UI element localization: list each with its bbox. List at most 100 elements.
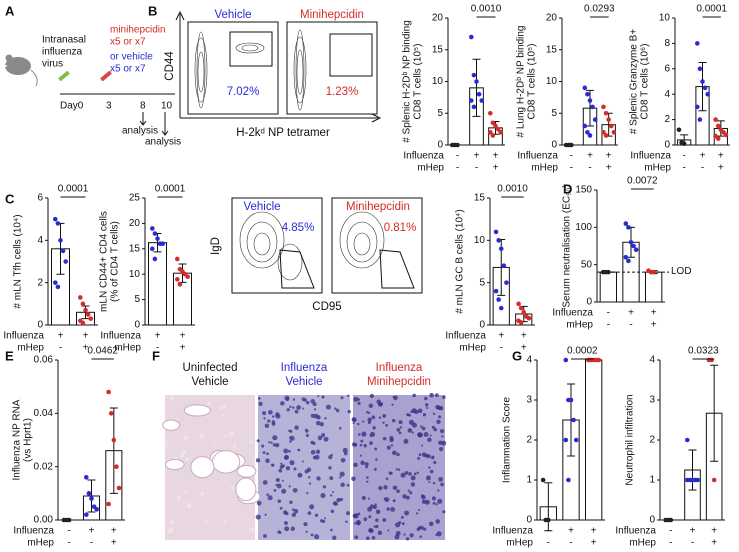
cell xyxy=(438,447,444,452)
cell xyxy=(442,510,446,514)
cell xyxy=(277,499,282,503)
data-point xyxy=(540,477,546,483)
cell xyxy=(374,447,378,451)
cell xyxy=(289,440,292,443)
cell xyxy=(368,412,371,415)
y-tick-label: 2 xyxy=(664,114,670,125)
cell xyxy=(261,444,265,448)
cell xyxy=(297,448,300,452)
y-tick-label: 8 xyxy=(664,38,670,49)
mouse-icon xyxy=(5,54,38,87)
data-point xyxy=(586,357,591,363)
group-sign: + xyxy=(493,151,499,162)
cell xyxy=(416,512,419,515)
group-sign: + xyxy=(180,331,186,342)
group-label: Influenza xyxy=(517,151,558,162)
data-point xyxy=(160,241,165,247)
data-point xyxy=(58,238,63,243)
data-point xyxy=(86,491,92,496)
cell xyxy=(411,408,417,414)
cell xyxy=(310,399,315,404)
cell xyxy=(369,441,373,445)
cell xyxy=(277,530,281,534)
cell xyxy=(257,397,261,400)
cell xyxy=(290,526,295,531)
cell xyxy=(428,466,431,469)
y-tick-label: 0.04 xyxy=(34,408,54,419)
group-sign: + xyxy=(628,308,634,319)
data-point xyxy=(496,297,501,302)
data-point xyxy=(566,477,571,483)
group-sign: + xyxy=(606,163,612,174)
cell xyxy=(305,429,309,433)
y-axis-label: # Lung H-2Dᵇ NP binding xyxy=(516,26,527,138)
cell xyxy=(297,473,300,476)
data-point xyxy=(623,254,629,260)
data-point xyxy=(695,104,700,110)
cell xyxy=(392,485,398,490)
cell xyxy=(417,408,423,413)
cell xyxy=(435,404,440,410)
cell xyxy=(207,402,211,406)
cell xyxy=(351,417,357,422)
data-point xyxy=(563,437,569,443)
group-sign: - xyxy=(500,343,503,354)
timeline-day: 8 xyxy=(140,101,146,112)
axis-label: CD95 xyxy=(312,301,341,313)
cell xyxy=(421,452,427,457)
cell xyxy=(305,530,308,533)
group-label: mHep xyxy=(417,163,444,174)
cell xyxy=(255,458,261,463)
cell xyxy=(367,417,372,422)
error-bar xyxy=(586,89,594,127)
y-axis-label: CD8 T cells (10⁵) xyxy=(413,43,424,119)
y-tick-label: 5 xyxy=(134,294,140,305)
group-sign: - xyxy=(475,163,478,174)
cell xyxy=(228,431,234,437)
group-label: mHep xyxy=(114,343,141,354)
cell xyxy=(340,482,345,488)
y-tick-label: 0 xyxy=(526,515,532,526)
data-point xyxy=(88,316,93,321)
cell xyxy=(180,453,184,458)
cell xyxy=(402,494,407,499)
cell xyxy=(396,452,400,457)
histology-images xyxy=(162,392,447,541)
data-point xyxy=(695,41,700,46)
data-point xyxy=(705,91,710,97)
cell xyxy=(403,438,409,444)
y-tick-label: 6 xyxy=(664,63,670,74)
cell xyxy=(283,520,288,526)
cell xyxy=(390,444,394,447)
cell xyxy=(421,494,426,500)
cell xyxy=(330,509,335,514)
y-tick-label: 2 xyxy=(37,277,43,288)
cell xyxy=(278,468,283,473)
group-sign: - xyxy=(156,343,159,354)
group-sign: + xyxy=(474,151,480,162)
y-axis-label: Neutrophil infiltration xyxy=(625,394,636,485)
cell xyxy=(222,404,226,408)
cell xyxy=(357,401,361,406)
data-point xyxy=(53,280,58,285)
y-tick-label: 15 xyxy=(432,44,444,55)
cell xyxy=(436,531,442,537)
cell xyxy=(426,406,429,410)
cell xyxy=(392,499,396,503)
cell xyxy=(423,527,427,531)
cell xyxy=(338,426,342,430)
cell xyxy=(418,508,421,512)
group-sign: + xyxy=(58,331,64,342)
data-point xyxy=(471,72,477,78)
cell xyxy=(323,517,327,520)
group-sign: - xyxy=(67,538,70,549)
cell xyxy=(352,422,355,425)
cell xyxy=(354,535,359,540)
alveolus xyxy=(164,458,185,471)
cell xyxy=(437,498,443,504)
cell xyxy=(330,494,333,497)
cell xyxy=(343,451,348,456)
cell xyxy=(361,495,366,501)
group-sign: + xyxy=(155,331,161,342)
